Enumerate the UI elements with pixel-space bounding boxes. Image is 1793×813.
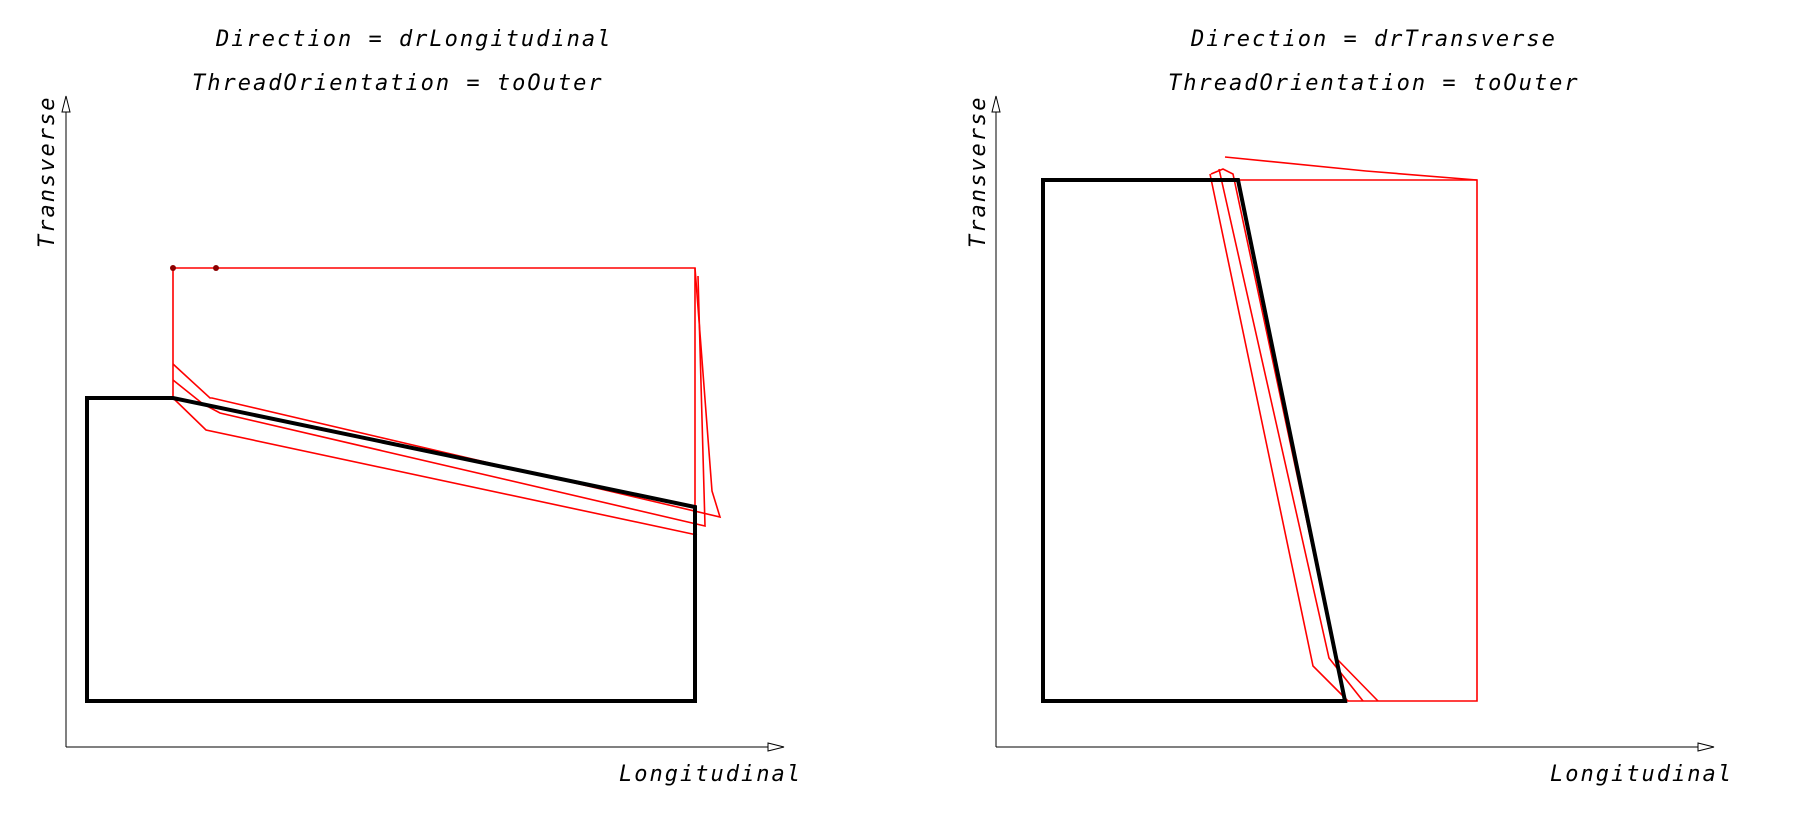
panel-longitudinal: Direction = drLongitudinal ThreadOrienta…	[35, 27, 802, 787]
thread-offset-1	[172, 267, 722, 519]
thread-offset-1	[1224, 156, 1478, 181]
thread-orientation-label: ThreadOrientation = toOuter	[192, 71, 604, 96]
x-axis-arrow	[1697, 742, 1715, 752]
thread-offset-3	[172, 397, 698, 536]
part-profile	[85, 396, 697, 703]
thread-offset-3	[1218, 168, 1364, 702]
thread-envelope	[1238, 179, 1478, 702]
y-axis-arrow	[61, 95, 71, 113]
y-axis-label: Transverse	[35, 96, 60, 248]
part-profile	[1041, 178, 1348, 703]
direction-label: Direction = drLongitudinal	[215, 27, 612, 52]
thread-offset-2	[172, 275, 706, 528]
x-axis-label: Longitudinal	[619, 762, 802, 787]
thread-orientation-label: ThreadOrientation = toOuter	[1168, 71, 1580, 96]
y-axis-arrow	[991, 95, 1001, 113]
x-axis-arrow	[767, 742, 785, 752]
thread-envelope	[172, 267, 696, 532]
x-axis-label: Longitudinal	[1550, 762, 1733, 787]
marker-dot	[170, 265, 176, 271]
direction-label: Direction = drTransverse	[1190, 27, 1557, 52]
panel-transverse: Direction = drTransverse ThreadOrientati…	[966, 27, 1733, 787]
y-axis-label: Transverse	[966, 96, 991, 248]
thread-offset-2	[1210, 168, 1379, 702]
marker-dot	[213, 265, 219, 271]
thread-offset-4	[1209, 173, 1349, 702]
